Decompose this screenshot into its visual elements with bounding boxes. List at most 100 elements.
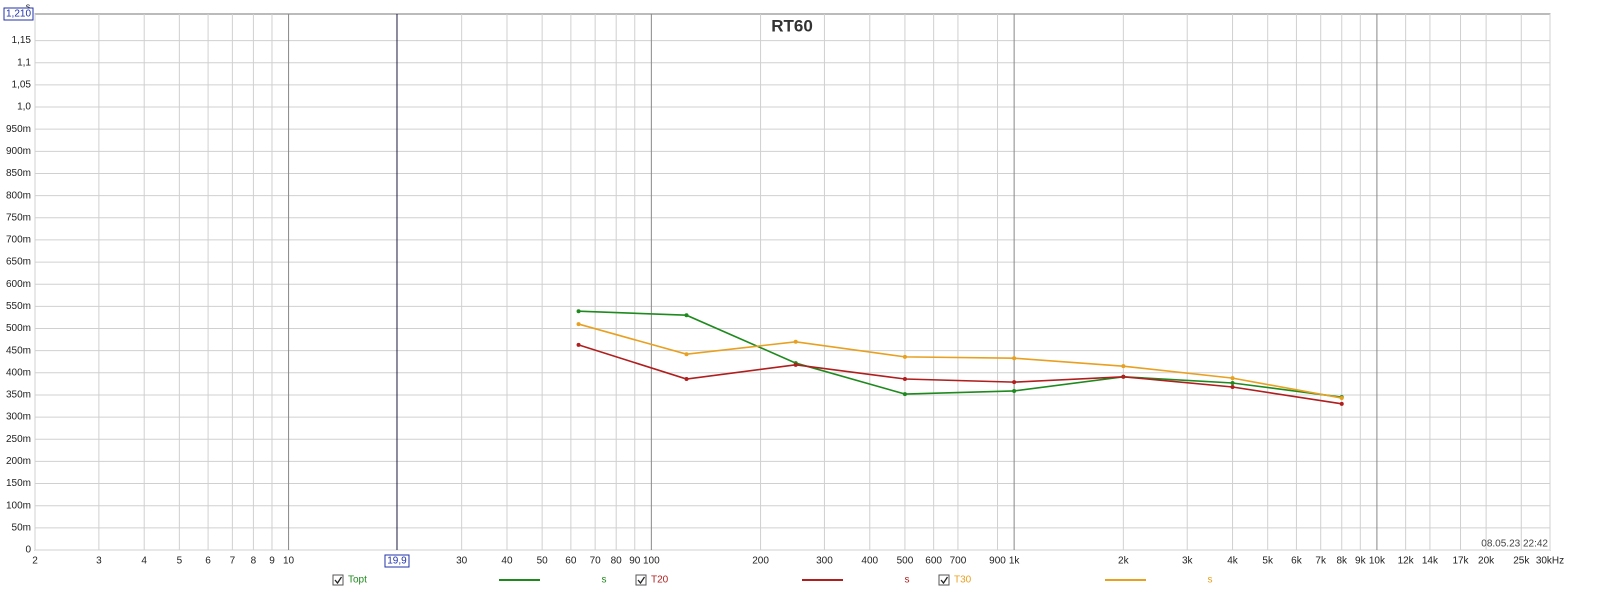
data-point — [684, 377, 689, 382]
x-tick-label: 700 — [950, 556, 967, 567]
cursor-y-box — [3, 7, 34, 21]
data-point — [1339, 401, 1344, 406]
x-tick-label: 80 — [611, 556, 623, 567]
data-point — [902, 354, 907, 359]
x-tick-label: 1k — [1009, 556, 1021, 567]
y-tick-label: 550m — [6, 301, 31, 312]
x-tick-label: 200 — [752, 556, 769, 567]
x-tick-label: 7k — [1315, 556, 1327, 567]
x-tick-label: 2k — [1118, 556, 1130, 567]
x-tick-label: 4 — [141, 556, 147, 567]
data-point — [902, 377, 907, 382]
legend-unit: s — [602, 575, 607, 586]
y-tick-label: 1,15 — [12, 35, 32, 46]
x-tick-label: 3 — [96, 556, 102, 567]
data-point — [793, 362, 798, 367]
data-point — [1012, 388, 1017, 393]
data-point — [576, 342, 581, 347]
legend-unit: s — [905, 575, 910, 586]
x-tick-label: 8k — [1336, 556, 1348, 567]
legend-check — [940, 576, 949, 585]
data-point — [1012, 380, 1017, 385]
x-tick-label: 400 — [861, 556, 878, 567]
x-tick-label: 14k — [1422, 556, 1439, 567]
legend-check — [334, 576, 343, 585]
x-tick-label: 9 — [269, 556, 275, 567]
cursor-y-label: 1,210 — [6, 9, 31, 20]
data-point — [1121, 374, 1126, 379]
timestamp: 08.05.23 22:42 — [1481, 539, 1548, 550]
x-tick-label: 30kHz — [1536, 556, 1564, 567]
y-tick-label: 950m — [6, 124, 31, 135]
x-tick-label: 60 — [565, 556, 577, 567]
data-point — [576, 309, 581, 314]
data-point — [1339, 396, 1344, 401]
y-tick-label: 100m — [6, 500, 31, 511]
data-point — [684, 352, 689, 357]
x-tick-label: 7 — [230, 556, 236, 567]
x-tick-label: 6 — [205, 556, 211, 567]
x-tick-label: 40 — [501, 556, 513, 567]
y-tick-label: 700m — [6, 235, 31, 246]
legend-check — [637, 576, 646, 585]
x-tick-label: 900 — [989, 556, 1006, 567]
y-tick-label: 50m — [12, 522, 31, 533]
data-point — [1012, 356, 1017, 361]
y-tick-label: 800m — [6, 190, 31, 201]
x-tick-label: 2 — [32, 556, 38, 567]
y-tick-label: 300m — [6, 412, 31, 423]
legend-checkbox — [938, 574, 950, 586]
y-tick-label: 400m — [6, 367, 31, 378]
y-tick-label: 350m — [6, 390, 31, 401]
y-tick-label: 200m — [6, 456, 31, 467]
x-tick-label: 12k — [1398, 556, 1415, 567]
y-tick-label: 1,05 — [12, 80, 32, 91]
data-point — [793, 339, 798, 344]
data-point — [1121, 364, 1126, 369]
legend-checkbox — [635, 574, 647, 586]
x-tick-label: 10 — [283, 556, 295, 567]
x-tick-label: 25k — [1513, 556, 1530, 567]
y-tick-label: 600m — [6, 279, 31, 290]
x-tick-label: 30 — [456, 556, 468, 567]
y-tick-label: 650m — [6, 257, 31, 268]
y-tick-label: 500m — [6, 323, 31, 334]
x-tick-label: 600 — [925, 556, 942, 567]
y-tick-label: 750m — [6, 212, 31, 223]
cursor-x-box — [384, 554, 410, 568]
y-tick-label: 150m — [6, 478, 31, 489]
legend-unit: s — [1208, 575, 1213, 586]
x-tick-label: 5k — [1262, 556, 1274, 567]
plot-area — [34, 13, 1551, 551]
x-tick-label: 5 — [177, 556, 183, 567]
legend-checkbox — [332, 574, 344, 586]
x-tick-label: 70 — [590, 556, 602, 567]
series-line — [578, 323, 1342, 399]
x-tick-label: 300 — [816, 556, 833, 567]
x-tick-label: 6k — [1291, 556, 1303, 567]
x-tick-label: 10k — [1369, 556, 1386, 567]
y-tick-label: 1,1 — [17, 57, 31, 68]
series-line — [578, 310, 1342, 398]
y-tick-label: 450m — [6, 345, 31, 356]
data-point — [576, 322, 581, 327]
y-tick-label: 850m — [6, 168, 31, 179]
legend-label: Topt — [348, 575, 367, 586]
x-tick-label: 20k — [1478, 556, 1495, 567]
x-tick-label: 9k — [1355, 556, 1367, 567]
data-point — [684, 313, 689, 318]
series-line — [578, 344, 1342, 405]
legend-label: T20 — [651, 575, 669, 586]
x-tick-label: 50 — [537, 556, 549, 567]
legend-label: T30 — [954, 575, 972, 586]
x-tick-label: 4k — [1227, 556, 1239, 567]
y-unit: s — [26, 1, 31, 11]
x-tick-label: 17k — [1452, 556, 1469, 567]
y-tick-label: 250m — [6, 434, 31, 445]
grid — [34, 14, 1551, 551]
x-tick-label: 100 — [643, 556, 660, 567]
chart-title: RT60 — [771, 16, 813, 35]
data-point — [1230, 380, 1235, 385]
y-tick-label: 900m — [6, 146, 31, 157]
